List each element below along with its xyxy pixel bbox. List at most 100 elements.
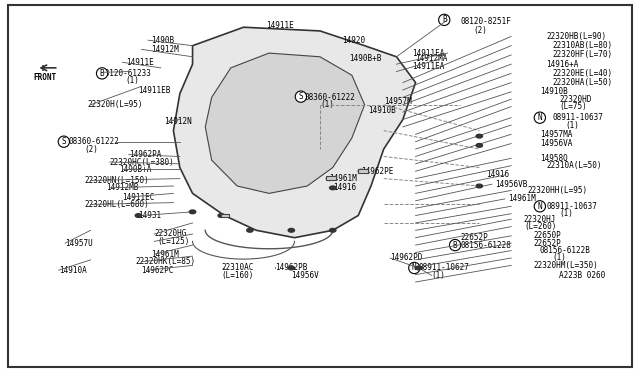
Text: 14912M: 14912M — [151, 45, 179, 54]
Text: 14920: 14920 — [342, 36, 365, 45]
Bar — [358, 169, 368, 173]
Text: 08911-10627: 08911-10627 — [419, 263, 470, 272]
Text: 08360-61222: 08360-61222 — [68, 137, 119, 146]
Text: (2): (2) — [473, 26, 487, 35]
Text: 22310AC: 22310AC — [221, 263, 253, 272]
Text: 14911EA: 14911EA — [412, 49, 445, 58]
Text: 22650P: 22650P — [534, 231, 561, 240]
Text: 14956V: 14956V — [291, 271, 319, 280]
Text: 14911E: 14911E — [125, 58, 154, 67]
Text: 22320HD: 22320HD — [559, 95, 591, 104]
Bar — [326, 176, 336, 180]
Text: 14911E: 14911E — [266, 21, 294, 30]
Circle shape — [135, 214, 141, 217]
Text: 14916: 14916 — [486, 170, 509, 179]
Text: 08120-8251F: 08120-8251F — [460, 17, 511, 26]
Bar — [221, 214, 229, 217]
Text: 22320HC(L=380): 22320HC(L=380) — [109, 157, 175, 167]
Text: (L=75): (L=75) — [559, 102, 587, 111]
Text: 14961M: 14961M — [330, 174, 357, 183]
Text: 14962PB: 14962PB — [275, 263, 308, 272]
Text: 22320HN(L=150): 22320HN(L=150) — [84, 176, 149, 185]
Text: 14912N: 14912N — [164, 117, 191, 126]
Text: FRONT: FRONT — [33, 73, 56, 82]
Text: 22320HJ: 22320HJ — [524, 215, 556, 224]
Text: 08156-6122B: 08156-6122B — [540, 246, 591, 255]
Text: 14912MA: 14912MA — [415, 54, 448, 63]
Circle shape — [288, 228, 294, 232]
Text: 08911-10637: 08911-10637 — [552, 113, 604, 122]
Text: 14958Q: 14958Q — [540, 154, 568, 163]
Text: 14957MA: 14957MA — [540, 130, 572, 139]
Text: (L=125): (L=125) — [157, 237, 190, 246]
Circle shape — [415, 266, 422, 270]
Text: 14956VA: 14956VA — [540, 139, 572, 148]
Text: 14910B: 14910B — [540, 87, 568, 96]
Text: 1490B+A: 1490B+A — [119, 165, 152, 174]
Circle shape — [330, 228, 336, 232]
Text: A223B 0260: A223B 0260 — [559, 271, 605, 280]
Text: (1): (1) — [320, 100, 334, 109]
Text: 14910A: 14910A — [59, 266, 86, 275]
Text: 22652P: 22652P — [534, 239, 561, 248]
Text: 08911-10637: 08911-10637 — [546, 202, 597, 211]
Circle shape — [189, 210, 196, 214]
Polygon shape — [205, 53, 365, 193]
Text: 14956VB: 14956VB — [495, 180, 527, 189]
Text: (1): (1) — [125, 76, 140, 85]
Text: 14916: 14916 — [333, 183, 356, 192]
Text: 22320HA(L=50): 22320HA(L=50) — [552, 78, 612, 87]
Text: B: B — [100, 69, 104, 78]
Circle shape — [288, 266, 294, 270]
Text: 22320HH(L=95): 22320HH(L=95) — [527, 186, 588, 195]
Text: 14962PE: 14962PE — [362, 167, 394, 176]
Circle shape — [476, 134, 483, 138]
Text: 14962PD: 14962PD — [390, 253, 422, 263]
Text: 22320HF(L=70): 22320HF(L=70) — [552, 51, 612, 60]
Text: 14910B: 14910B — [368, 106, 396, 115]
Text: 14911EA: 14911EA — [412, 61, 445, 71]
Text: 14961M: 14961M — [508, 195, 536, 203]
Text: S: S — [61, 137, 66, 146]
Text: 14962PC: 14962PC — [141, 266, 174, 275]
Text: 14931: 14931 — [138, 211, 161, 220]
Text: 14962PA: 14962PA — [129, 150, 161, 159]
Text: 14961M: 14961M — [151, 250, 179, 259]
Text: 22320HE(L=40): 22320HE(L=40) — [552, 69, 612, 78]
Circle shape — [330, 186, 336, 190]
Polygon shape — [173, 27, 415, 238]
Text: 22320HM(L=350): 22320HM(L=350) — [534, 261, 598, 270]
Text: N: N — [412, 263, 417, 272]
Text: B: B — [452, 241, 458, 250]
Text: B: B — [442, 15, 447, 24]
Text: (1): (1) — [565, 121, 579, 129]
Text: 1490B: 1490B — [151, 36, 174, 45]
Text: 22310AB(L=80): 22310AB(L=80) — [552, 41, 612, 50]
Text: 22320HK(L=85): 22320HK(L=85) — [135, 257, 195, 266]
Text: 22320HG: 22320HG — [154, 230, 187, 238]
Circle shape — [358, 169, 365, 173]
Text: N: N — [538, 113, 542, 122]
Text: (1): (1) — [559, 209, 573, 218]
Circle shape — [246, 228, 253, 232]
Text: 22320HB(L=90): 22320HB(L=90) — [546, 32, 606, 41]
Text: 14957M: 14957M — [384, 97, 412, 106]
Text: 1490B+B: 1490B+B — [349, 54, 381, 63]
Text: N: N — [538, 202, 542, 211]
Circle shape — [476, 144, 483, 147]
Circle shape — [326, 177, 333, 180]
Text: (2): (2) — [84, 145, 98, 154]
Text: (1): (1) — [552, 253, 566, 263]
Text: 22652P: 22652P — [460, 233, 488, 242]
Text: 14957U: 14957U — [65, 239, 93, 248]
Text: (L=260): (L=260) — [524, 222, 556, 231]
Circle shape — [218, 214, 225, 217]
Text: (L=160): (L=160) — [221, 271, 253, 280]
Circle shape — [476, 184, 483, 188]
Text: (1): (1) — [431, 271, 445, 280]
Text: 14912MB: 14912MB — [106, 183, 139, 192]
Text: 14911EC: 14911EC — [122, 193, 155, 202]
Text: 08156-61228: 08156-61228 — [460, 241, 511, 250]
Text: 08360-61222: 08360-61222 — [304, 93, 355, 102]
Text: 14916+A: 14916+A — [546, 60, 579, 69]
